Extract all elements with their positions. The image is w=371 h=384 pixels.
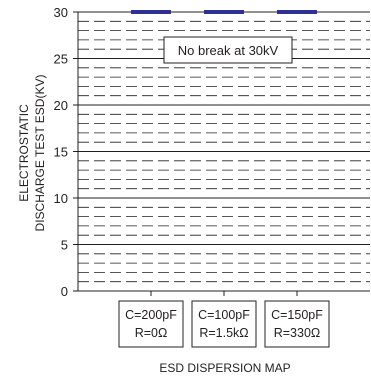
y-tick-label: 5 [61,238,68,253]
y-axis-title-line-2: DISCHARGE TEST ESD(KV) [33,75,47,232]
condition-box [264,300,330,348]
y-tick-label: 25 [54,52,68,67]
annotation-box [163,36,293,64]
y-tick-label: 0 [61,284,68,299]
y-axis-ticks: 0 5 10 15 20 25 30 [54,5,78,299]
annotation: No break at 30kV [163,36,293,64]
condition-box [191,300,257,348]
annotation-text: No break at 30kV [178,43,279,58]
data-point [277,10,317,14]
condition-label: R=330Ω [274,326,321,340]
x-axis-conditions: C=200pF R=0Ω C=100pF R=1.5kΩ C=150pF R=330Ω [118,291,330,348]
y-tick-label: 30 [54,5,68,20]
y-tick-label: 10 [54,191,68,206]
condition-label: R=0Ω [135,326,168,340]
condition-label: R=1.5kΩ [199,326,248,340]
condition-label: C=200pF [125,308,177,322]
y-tick-label: 20 [54,98,68,113]
data-marks [131,10,317,14]
y-tick-label: 15 [54,145,68,160]
data-point [131,10,171,14]
condition-box [118,300,184,348]
y-axis-title-line-1: ELECTROSTATIC [17,104,31,202]
data-point [204,10,244,14]
condition-label: C=150pF [271,308,323,322]
condition-label: C=100pF [198,308,250,322]
x-axis-title: ESD DISPERSION MAP [159,361,290,375]
